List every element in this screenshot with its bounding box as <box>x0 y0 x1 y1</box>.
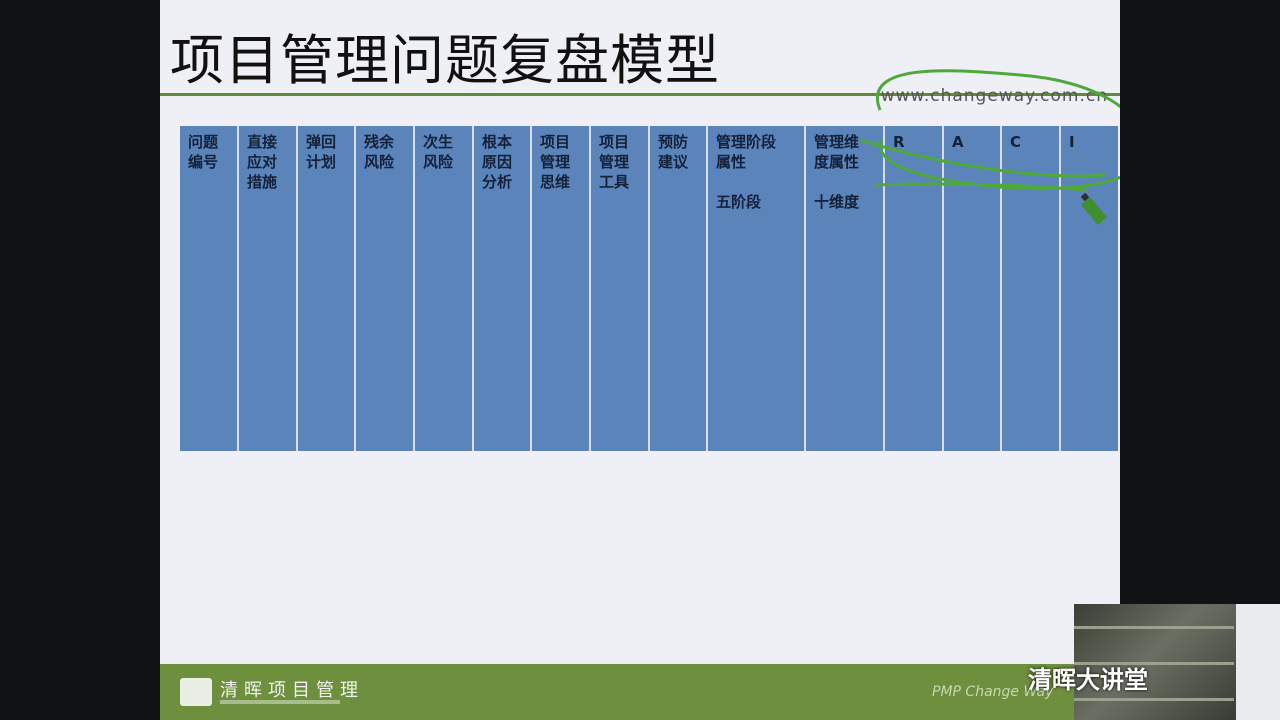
webcam-shelf <box>1074 626 1234 629</box>
review-model-table: 问题 编号 直接 应对 措施 弹回 计划 残余 风险 次生 风险 根本 原因 分析 项目 管… <box>180 126 1118 451</box>
table-column-header: 问题 编号 <box>180 126 238 451</box>
column-label: 问题 编号 <box>188 133 219 171</box>
table-column-header: A <box>942 126 1001 451</box>
webcam-shelf <box>1074 662 1234 665</box>
column-label: 弹回 计划 <box>306 133 337 171</box>
column-sublabel: 十维度 <box>814 193 860 211</box>
table-header-row: 问题 编号 直接 应对 措施 弹回 计划 残余 风险 次生 风险 根本 原因 分析 项目 管… <box>180 126 1118 451</box>
brand-tagline-bar <box>220 700 340 704</box>
brand-name: 清晖项目管理 <box>220 680 364 701</box>
column-label: 项目 管理 思维 <box>540 133 571 191</box>
column-label: 管理阶段 属性 <box>716 133 777 171</box>
table-column-header: 直接 应对 措施 <box>237 126 297 451</box>
channel-watermark: 清晖大讲堂 <box>1028 666 1148 694</box>
column-label: C <box>1010 133 1022 151</box>
column-label: 项目 管理 工具 <box>599 133 630 191</box>
slide: 项目管理问题复盘模型 www.changeway.com.cn 问题 编号 直接 … <box>160 0 1120 720</box>
table-column-header: 项目 管理 工具 <box>589 126 649 451</box>
column-label: A <box>952 133 964 151</box>
slide-title: 项目管理问题复盘模型 <box>170 29 720 92</box>
table-column-header: I <box>1059 126 1118 451</box>
table-column-header: 预防 建议 <box>648 126 707 451</box>
webcam-window <box>1236 604 1280 720</box>
table-column-header: 残余 风险 <box>354 126 414 451</box>
column-label: 管理维 度属性 <box>814 133 860 171</box>
title-divider <box>160 93 1120 96</box>
webcam-shelf <box>1074 698 1234 701</box>
table-column-header: 管理维 度属性十维度 <box>804 126 884 451</box>
column-label: 次生 风险 <box>423 133 454 171</box>
footer-bar: 清晖项目管理 PMP Change Way <box>160 664 1120 720</box>
table-column-header: 次生 风险 <box>413 126 473 451</box>
table-column-header: 根本 原因 分析 <box>472 126 531 451</box>
column-label: 预防 建议 <box>658 133 689 171</box>
table-column-header: 项目 管理 思维 <box>530 126 590 451</box>
table-column-header: 弹回 计划 <box>296 126 355 451</box>
column-label: R <box>893 133 905 151</box>
column-label: 直接 应对 措施 <box>247 133 278 191</box>
column-label: 残余 风险 <box>364 133 395 171</box>
webcam-overlay <box>1074 604 1280 720</box>
table-column-header: C <box>1000 126 1060 451</box>
table-column-header: R <box>883 126 943 451</box>
column-label: I <box>1069 133 1075 151</box>
footer-brand-right: PMP Change Way <box>932 684 1054 700</box>
website-url: www.changeway.com.cn <box>880 86 1108 106</box>
brand-logo-icon <box>180 678 212 706</box>
column-sublabel: 五阶段 <box>716 193 762 211</box>
column-label: 根本 原因 分析 <box>482 133 513 191</box>
table-column-header: 管理阶段 属性五阶段 <box>706 126 805 451</box>
